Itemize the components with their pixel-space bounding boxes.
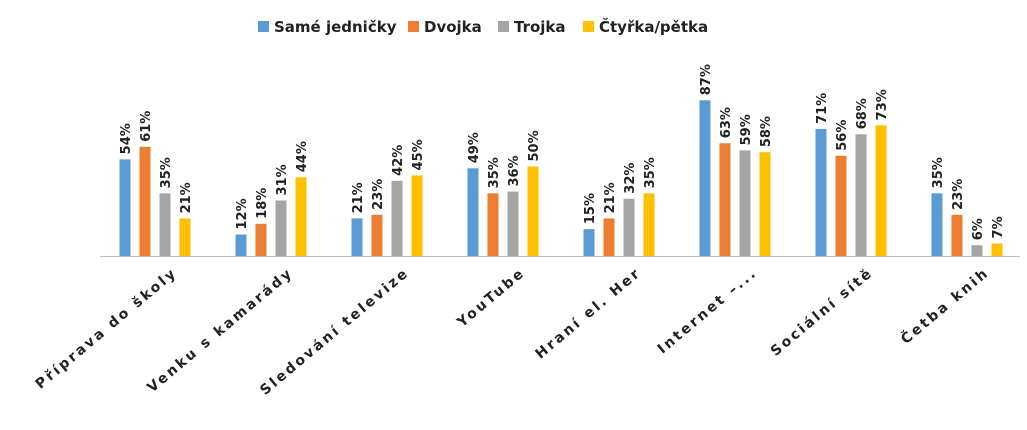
legend-label: Dvojka <box>424 18 482 36</box>
value-label: 36% <box>507 155 522 186</box>
value-label: 68% <box>855 98 870 129</box>
value-label: 35% <box>159 157 174 188</box>
legend-label: Samé jedničky <box>274 18 397 36</box>
value-label: 87% <box>699 64 714 95</box>
bar <box>699 100 711 257</box>
legend-swatch <box>583 21 594 32</box>
bar <box>527 166 539 256</box>
bar <box>159 193 171 256</box>
bar <box>371 214 383 256</box>
bar <box>119 159 131 256</box>
bar <box>351 218 363 256</box>
bar <box>931 193 943 256</box>
value-label: 50% <box>527 130 542 161</box>
bar <box>487 193 499 256</box>
legend-swatch <box>258 21 269 32</box>
bar <box>951 214 963 256</box>
bar <box>391 180 403 256</box>
legend-label: Čtyřka/pětka <box>599 17 708 36</box>
value-label: 6% <box>971 218 986 240</box>
bar <box>815 128 827 256</box>
value-label: 21% <box>179 182 194 213</box>
bar <box>759 152 771 256</box>
value-label: 73% <box>875 89 890 120</box>
bar <box>139 146 151 256</box>
bar <box>467 168 479 256</box>
value-label: 58% <box>759 116 774 147</box>
bar <box>875 125 887 256</box>
bar <box>719 143 731 256</box>
bar <box>235 234 247 256</box>
value-label: 49% <box>467 132 482 163</box>
value-label: 71% <box>815 93 830 124</box>
bar <box>295 177 307 256</box>
bar <box>855 134 867 256</box>
bar <box>991 243 1003 256</box>
x-tick-label: YouTube <box>454 265 529 332</box>
bar <box>255 223 267 256</box>
value-label: 59% <box>739 114 754 145</box>
bar <box>739 150 751 256</box>
value-label: 23% <box>371 179 386 210</box>
x-tick-label: Sociální sítě <box>768 265 877 360</box>
bar <box>583 229 595 256</box>
legend-swatch <box>498 21 509 32</box>
value-label: 35% <box>931 157 946 188</box>
x-tick-label: Hraní el. Her <box>533 265 645 363</box>
value-label: 54% <box>119 123 134 154</box>
bar <box>603 218 615 256</box>
x-tick-label: Internet –... <box>655 265 761 357</box>
value-label: 42% <box>391 145 406 176</box>
bar <box>507 191 519 256</box>
bar <box>835 155 847 256</box>
bar <box>623 198 635 256</box>
value-label: 23% <box>951 179 966 210</box>
value-label: 61% <box>139 111 154 142</box>
value-label: 45% <box>411 139 426 170</box>
value-label: 35% <box>487 157 502 188</box>
value-label: 18% <box>255 188 270 219</box>
bar <box>411 175 423 256</box>
value-label: 35% <box>643 157 658 188</box>
value-label: 56% <box>835 120 850 151</box>
value-label: 44% <box>295 141 310 172</box>
value-label: 32% <box>623 163 638 194</box>
value-label: 31% <box>275 164 290 195</box>
bar <box>179 218 191 256</box>
bar <box>643 193 655 256</box>
x-tick-label: Četba knih <box>897 263 993 347</box>
value-label: 63% <box>719 107 734 138</box>
value-label: 21% <box>603 182 618 213</box>
value-label: 21% <box>351 182 366 213</box>
legend-swatch <box>408 21 419 32</box>
bar <box>971 245 983 256</box>
bar <box>275 200 287 256</box>
value-label: 12% <box>235 198 250 229</box>
value-label: 15% <box>583 193 598 224</box>
legend-label: Trojka <box>514 18 566 36</box>
value-label: 7% <box>991 216 1006 238</box>
